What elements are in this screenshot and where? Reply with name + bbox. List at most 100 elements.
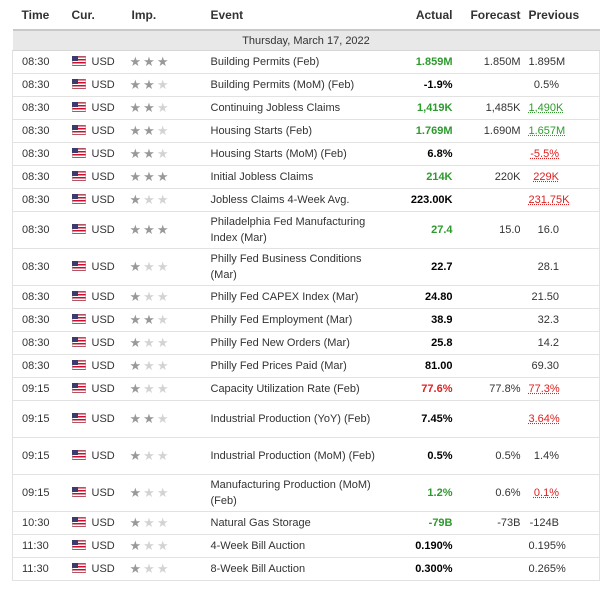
event-name[interactable]: Philadelphia Fed Manufacturing Index (Ma… bbox=[210, 211, 385, 249]
table-row[interactable]: 08:30 USD ★★★ Housing Starts (MoM) (Feb) 6.8… bbox=[12, 142, 600, 166]
col-header-event: Event bbox=[210, 0, 385, 31]
event-name[interactable]: Philly Fed New Orders (Mar) bbox=[210, 331, 385, 355]
event-time: 08:30 bbox=[12, 211, 70, 249]
table-row[interactable]: 09:15 USD ★★★ Industrial Production (YoY) (… bbox=[12, 400, 600, 438]
importance-stars: ★★★ bbox=[130, 54, 171, 69]
table-row[interactable]: 08:30 USD ★★★ Philly Fed CAPEX Index (Mar) 2… bbox=[12, 285, 600, 309]
table-row[interactable]: 08:30 USD ★★★ Initial Jobless Claims 214K 220… bbox=[12, 165, 600, 189]
star-icon: ★ bbox=[156, 100, 171, 115]
event-time: 08:30 bbox=[12, 50, 70, 74]
us-flag-icon bbox=[71, 314, 86, 324]
event-actual: 24.80 bbox=[384, 285, 461, 309]
table-row[interactable]: 11:30 USD ★★★ 8-Week Bill Auction 0.300% 0.26… bbox=[12, 557, 600, 581]
us-flag-icon bbox=[71, 171, 86, 181]
event-name[interactable]: Building Permits (Feb) bbox=[210, 50, 385, 74]
event-currency: USD bbox=[69, 474, 130, 512]
us-flag-icon bbox=[71, 517, 86, 527]
star-icon: ★ bbox=[143, 123, 157, 138]
event-time: 08:30 bbox=[12, 248, 70, 286]
event-name[interactable]: Manufacturing Production (MoM) (Feb) bbox=[210, 474, 385, 512]
currency-code: USD bbox=[91, 517, 115, 529]
event-currency: USD bbox=[69, 96, 130, 120]
event-time: 08:30 bbox=[12, 96, 70, 120]
event-time: 09:15 bbox=[12, 437, 70, 475]
event-name[interactable]: Industrial Production (YoY) (Feb) bbox=[210, 400, 385, 438]
event-importance: ★★★ bbox=[129, 285, 211, 309]
table-row[interactable]: 08:30 USD ★★★ Housing Starts (Feb) 1.769M 1.6… bbox=[12, 119, 600, 143]
table-row[interactable]: 09:15 USD ★★★ Capacity Utilization Rate (Fe… bbox=[12, 377, 600, 401]
event-name[interactable]: 4-Week Bill Auction bbox=[210, 534, 385, 558]
event-name[interactable]: Industrial Production (MoM) (Feb) bbox=[210, 437, 385, 475]
event-previous: 231.75K bbox=[528, 188, 600, 212]
importance-stars: ★★★ bbox=[130, 335, 171, 350]
event-name[interactable]: Natural Gas Storage bbox=[210, 511, 385, 535]
event-currency: USD bbox=[69, 211, 130, 249]
table-row[interactable]: 11:30 USD ★★★ 4-Week Bill Auction 0.190% 0.19… bbox=[12, 534, 600, 558]
star-icon: ★ bbox=[129, 100, 144, 115]
table-row[interactable]: 08:30 USD ★★★ Philly Fed Employment (Mar) 38… bbox=[12, 308, 600, 332]
event-currency: USD bbox=[69, 557, 130, 581]
event-previous: 28.1 bbox=[528, 248, 600, 286]
table-row[interactable]: 08:30 USD ★★★ Continuing Jobless Claims 1,41… bbox=[12, 96, 600, 120]
star-icon: ★ bbox=[156, 515, 171, 530]
event-forecast bbox=[460, 188, 529, 212]
star-icon: ★ bbox=[156, 561, 171, 576]
table-row[interactable]: 10:30 USD ★★★ Natural Gas Storage -79B -73B -1… bbox=[12, 511, 600, 535]
event-name[interactable]: Capacity Utilization Rate (Feb) bbox=[210, 377, 385, 401]
star-icon: ★ bbox=[143, 222, 157, 237]
event-forecast: 1.850M bbox=[460, 50, 529, 74]
table-row[interactable]: 08:30 USD ★★★ Building Permits (Feb) 1.859M 1… bbox=[12, 50, 600, 74]
col-header-actual: Actual bbox=[384, 0, 461, 31]
previous-value: -124B bbox=[529, 517, 559, 529]
currency-code: USD bbox=[91, 171, 115, 183]
event-name[interactable]: Housing Starts (Feb) bbox=[210, 119, 385, 143]
us-flag-icon bbox=[71, 487, 86, 497]
table-row[interactable]: 08:30 USD ★★★ Philly Fed Prices Paid (Mar) 8… bbox=[12, 354, 600, 378]
star-icon: ★ bbox=[156, 259, 171, 274]
event-name[interactable]: Initial Jobless Claims bbox=[210, 165, 385, 189]
event-name[interactable]: Housing Starts (MoM) (Feb) bbox=[210, 142, 385, 166]
event-forecast bbox=[460, 557, 529, 581]
table-row[interactable]: 08:30 USD ★★★ Building Permits (MoM) (Feb) -… bbox=[12, 73, 600, 97]
event-name[interactable]: Building Permits (MoM) (Feb) bbox=[210, 73, 385, 97]
table-row[interactable]: 08:30 USD ★★★ Philly Fed New Orders (Mar) 25… bbox=[12, 331, 600, 355]
importance-stars: ★★★ bbox=[130, 146, 171, 161]
currency-code: USD bbox=[91, 125, 115, 137]
event-previous: 32.3 bbox=[528, 308, 600, 332]
table-row[interactable]: 08:30 USD ★★★ Jobless Claims 4-Week Avg. 223… bbox=[12, 188, 600, 212]
calendar-table: Time Cur. Imp. Event Actual Forecast Pre… bbox=[12, 0, 600, 581]
table-row[interactable]: 08:30 USD ★★★ Philly Fed Business Condition… bbox=[12, 248, 600, 286]
event-name[interactable]: Philly Fed Business Conditions (Mar) bbox=[210, 248, 385, 286]
importance-stars: ★★★ bbox=[130, 448, 171, 463]
star-icon: ★ bbox=[129, 485, 144, 500]
star-icon: ★ bbox=[156, 146, 171, 161]
event-forecast bbox=[460, 354, 529, 378]
us-flag-icon bbox=[71, 383, 86, 393]
currency-code: USD bbox=[91, 291, 115, 303]
event-name[interactable]: Philly Fed CAPEX Index (Mar) bbox=[210, 285, 385, 309]
importance-stars: ★★★ bbox=[130, 411, 171, 426]
table-row[interactable]: 08:30 USD ★★★ Philadelphia Fed Manufacturin… bbox=[12, 211, 600, 249]
event-name[interactable]: Continuing Jobless Claims bbox=[210, 96, 385, 120]
importance-stars: ★★★ bbox=[130, 259, 171, 274]
star-icon: ★ bbox=[143, 515, 157, 530]
event-previous: 3.64% bbox=[528, 400, 600, 438]
star-icon: ★ bbox=[129, 289, 144, 304]
event-currency: USD bbox=[69, 354, 130, 378]
previous-value: 1.4% bbox=[533, 450, 559, 462]
previous-value: 3.64% bbox=[528, 413, 560, 425]
event-forecast bbox=[460, 248, 529, 286]
table-row[interactable]: 09:15 USD ★★★ Industrial Production (MoM) (… bbox=[12, 437, 600, 475]
event-actual: -1.9% bbox=[384, 73, 461, 97]
event-name[interactable]: Philly Fed Employment (Mar) bbox=[210, 308, 385, 332]
event-name[interactable]: Philly Fed Prices Paid (Mar) bbox=[210, 354, 385, 378]
event-name[interactable]: 8-Week Bill Auction bbox=[210, 557, 385, 581]
star-icon: ★ bbox=[143, 77, 157, 92]
star-icon: ★ bbox=[143, 381, 157, 396]
event-name[interactable]: Jobless Claims 4-Week Avg. bbox=[210, 188, 385, 212]
currency-code: USD bbox=[91, 487, 115, 499]
currency-code: USD bbox=[91, 148, 115, 160]
event-importance: ★★★ bbox=[129, 377, 211, 401]
table-row[interactable]: 09:15 USD ★★★ Manufacturing Production (MoM… bbox=[12, 474, 600, 512]
currency-code: USD bbox=[91, 383, 115, 395]
